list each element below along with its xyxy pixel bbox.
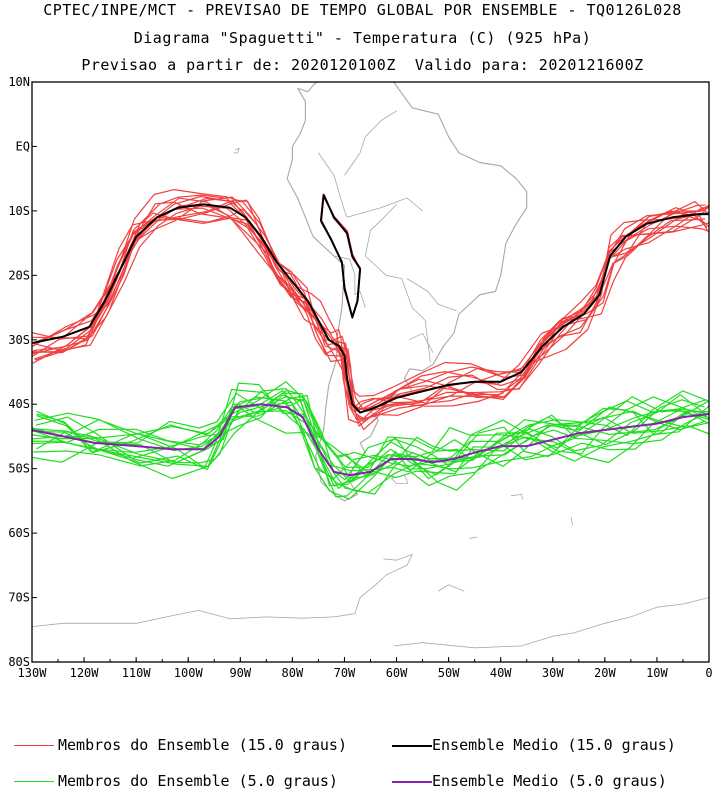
coastline-path <box>570 516 573 526</box>
x-tick-label: 0 <box>705 666 712 680</box>
y-tick-label: 10S <box>8 204 30 218</box>
legend-members-15: Membros do Ensemble (15.0 graus) <box>58 736 347 754</box>
legend-mean-5: Ensemble Medio (5.0 graus) <box>432 772 667 790</box>
x-tick-label: 120W <box>70 666 100 680</box>
x-tick-label: 50W <box>438 666 460 680</box>
coastline-path <box>406 278 457 312</box>
y-tick-label: 40S <box>8 397 30 411</box>
mean-line-15-andes <box>320 194 362 319</box>
member-line-15 <box>320 193 361 317</box>
mean-layer <box>32 194 709 477</box>
member-line-15 <box>32 196 708 427</box>
coastline-path <box>437 584 465 592</box>
member-line-15 <box>320 194 361 319</box>
coastline-path <box>469 536 478 539</box>
y-tick-label: 30S <box>8 333 30 347</box>
x-tick-label: 30W <box>542 666 564 680</box>
legend-swatch-members-5 <box>14 781 54 782</box>
member-line-15 <box>320 193 361 318</box>
member-line-15 <box>320 193 361 318</box>
coastline-path <box>318 152 423 218</box>
members-15-layer <box>32 189 709 431</box>
legend-swatch-mean-15 <box>392 745 432 747</box>
members-5-layer <box>32 381 709 500</box>
plot-frame <box>31 81 710 663</box>
coastline-path <box>364 204 431 363</box>
member-line-5 <box>35 397 709 479</box>
x-tick-label: 130W <box>18 666 48 680</box>
x-tick-label: 20W <box>594 666 616 680</box>
coastline-path <box>333 255 366 308</box>
coastline-path <box>408 332 434 353</box>
y-tick-label: 70S <box>8 591 30 605</box>
x-tick-label: 60W <box>386 666 408 680</box>
y-tick-label: 20S <box>8 268 30 282</box>
coastline-layer <box>32 82 709 649</box>
y-tick-label: 60S <box>8 526 30 540</box>
member-line-5 <box>32 394 709 490</box>
legend-members-5: Membros do Ensemble (5.0 graus) <box>58 772 338 790</box>
coastline-path <box>344 110 397 176</box>
x-tick-label: 110W <box>122 666 152 680</box>
member-line-15 <box>35 189 709 397</box>
x-tick-label: 40W <box>490 666 512 680</box>
coastline-path <box>511 494 523 500</box>
x-tick-label: 80W <box>282 666 304 680</box>
x-tick-label: 100W <box>174 666 204 680</box>
y-tick-label: 80S <box>8 655 30 669</box>
axis-ticks: 130W 120W 110W 100W 90W 80W 70W 60W 50W 40W 30W 20W… <box>8 75 712 680</box>
y-tick-label: EQ <box>16 139 30 153</box>
x-tick-label: 90W <box>229 666 251 680</box>
chart-validity-line: Previsao a partir de: 2020120100Z Valido… <box>81 56 644 74</box>
mean-line-5 <box>32 403 709 477</box>
legend-swatch-members-15 <box>14 745 54 746</box>
member-line-15 <box>320 194 362 318</box>
legend-mean-15: Ensemble Medio (15.0 graus) <box>432 736 676 754</box>
y-tick-label: 50S <box>8 462 30 476</box>
coastline-path <box>393 597 709 649</box>
member-line-5 <box>32 392 709 476</box>
member-line-5 <box>36 394 709 487</box>
coastline-path <box>32 554 413 627</box>
legend-swatch-mean-5 <box>392 781 432 783</box>
member-line-15 <box>320 193 361 319</box>
member-line-5 <box>32 409 709 498</box>
member-line-15 <box>34 195 709 411</box>
x-tick-label: 10W <box>646 666 668 680</box>
chart-title: CPTEC/INPE/MCT - PREVISAO DE TEMPO GLOBA… <box>43 1 682 19</box>
member-line-5 <box>33 396 708 495</box>
coastline-path <box>233 148 240 154</box>
chart-subtitle: Diagrama "Spaguetti" - Temperatura (C) (… <box>133 29 592 47</box>
mean-line-15 <box>32 203 709 414</box>
y-tick-label: 10N <box>8 75 30 89</box>
x-tick-label: 70W <box>334 666 356 680</box>
